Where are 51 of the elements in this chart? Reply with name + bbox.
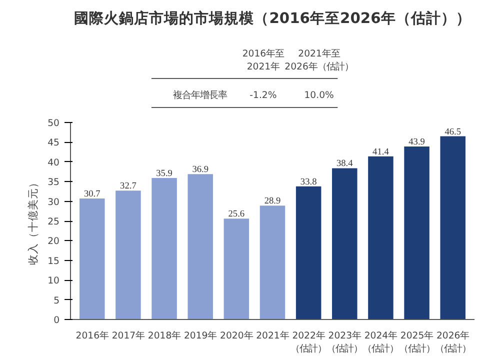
bar [260,206,286,320]
text: 10.0% [304,90,334,101]
y-tick-label: 20 [48,236,60,248]
text: 2016年至2021年 [242,48,284,73]
x-tick-label: 2020年 [220,330,253,342]
bar [80,198,105,320]
y-tick-label: 50 [48,118,60,129]
text: -1.2% [250,90,277,101]
data-label: 38.4 [336,159,354,170]
x-tick-label: 2023年（估計） [326,330,363,355]
data-label: 43.9 [408,138,426,148]
data-label: 41.4 [372,147,390,158]
y-tick-label: 5 [54,295,60,306]
x-tick-label: 2016年 [76,330,109,342]
y-tick-label: 25 [48,216,60,228]
x-tick-label: 2024年（估計） [362,330,399,355]
y-tick-label: 40 [48,157,60,168]
bar [188,174,213,320]
x-tick-label: 2026年（估計） [434,330,471,355]
x-tick-label: 2025年（估計） [398,330,435,355]
bar [116,190,141,320]
y-tick-label: 45 [48,138,60,149]
bar [332,168,358,320]
data-label: 36.9 [192,165,209,176]
data-label: 46.5 [444,127,462,138]
bar [296,186,322,320]
bar [404,146,430,320]
y-tick-label: 35 [48,177,60,188]
chart-title: 國際火鍋店市場的市場規模（2016年至2026年（估計）） [74,9,471,27]
data-label: 33.8 [300,177,318,188]
y-tick-label: 0 [54,315,60,326]
text: 2021年至2026年（估計） [284,48,354,73]
y-tick-label: 10 [48,276,60,287]
x-tick-label: 2018年 [148,330,181,342]
data-label: 30.7 [84,190,101,200]
x-tick-label: 2019年 [184,330,217,342]
text: 複合年增長率 [173,90,228,101]
data-label: 25.6 [228,210,245,220]
bar [224,218,250,320]
x-tick-label: 2021年 [256,330,289,342]
data-label: 32.7 [120,182,137,192]
data-label: 28.9 [264,196,281,207]
y-tick-label: 30 [48,196,60,208]
x-tick-label: 2017年 [112,330,145,342]
data-label: 35.9 [156,169,173,180]
bar [440,136,466,320]
bar [368,156,394,320]
y-axis-title: 收入（十億美元） [26,177,40,265]
bar [152,178,177,320]
y-tick-label: 15 [48,256,60,267]
x-tick-label: 2022年（估計） [290,330,327,355]
